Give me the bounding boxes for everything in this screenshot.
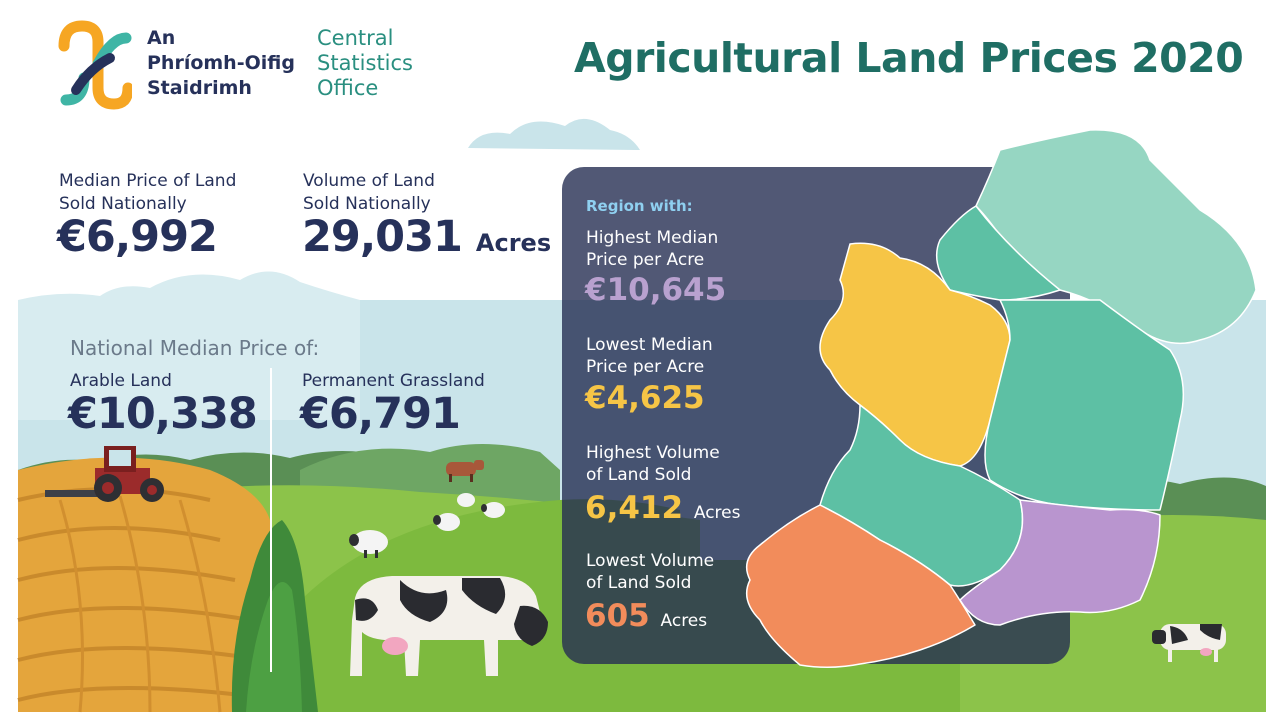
grassland-value: €6,791 [300, 389, 461, 439]
volume-label-line1: Volume of Land [303, 171, 435, 191]
tractor-illustration [45, 446, 164, 502]
median-price-label-line1: Median Price of Land [59, 171, 237, 191]
highest-volume-row: 6,412 Acres [585, 490, 740, 526]
logo-irish-line1: An [147, 27, 176, 49]
lowest-volume-value: 605 [585, 598, 650, 634]
median-price-value: €6,992 [57, 212, 218, 262]
lowest-price-label-line1: Lowest Median [586, 335, 713, 355]
logo-irish-line2: Phríomh-Oifig [147, 52, 295, 74]
volume-value-row: 29,031 Acres [302, 212, 551, 262]
highest-volume-label-line1: Highest Volume [586, 443, 720, 463]
small-cow-illustration [1152, 624, 1226, 662]
logo-english-line3: Office [317, 76, 379, 100]
highest-price-value: €10,645 [585, 272, 727, 308]
lowest-volume-label-line1: Lowest Volume [586, 551, 715, 571]
logo-irish-line3: Staidrimh [147, 77, 252, 99]
region-heading: Region with: [586, 197, 693, 215]
logo-english-line2: Statistics [317, 51, 413, 75]
volume-unit: Acres [475, 229, 552, 257]
arable-value: €10,338 [68, 389, 258, 439]
cow-illustration [350, 576, 548, 676]
page-title: Agricultural Land Prices 2020 [574, 34, 1244, 82]
cso-logo-icon [58, 20, 132, 110]
lowest-price-label-line2: Price per Acre [586, 357, 705, 377]
volume-value: 29,031 [302, 212, 463, 262]
arable-label: Arable Land [70, 371, 172, 391]
highest-volume-label-line2: of Land Sold [586, 465, 692, 485]
highest-volume-unit: Acres [693, 503, 741, 523]
lowest-volume-unit: Acres [660, 611, 708, 631]
brown-cow-illustration [446, 460, 484, 482]
map-region-northwest [935, 205, 1061, 301]
highest-volume-value: 6,412 [585, 490, 684, 526]
highest-price-label-line2: Price per Acre [586, 250, 705, 270]
map-region-southwest [745, 504, 976, 668]
median-price-label-line2: Sold Nationally [59, 194, 187, 214]
lowest-volume-label-line2: of Land Sold [586, 573, 692, 593]
volume-label-line2: Sold Nationally [303, 194, 431, 214]
lowest-volume-row: 605 Acres [585, 598, 707, 634]
grassland-label: Permanent Grassland [302, 371, 485, 391]
highest-price-label-line1: Highest Median [586, 228, 719, 248]
logo-english-line1: Central [317, 26, 394, 50]
map-region-midwest [819, 404, 1024, 587]
map-region-southeast [959, 499, 1161, 626]
sheep-illustration [349, 493, 505, 558]
land-type-heading: National Median Price of: [70, 336, 320, 360]
lowest-price-value: €4,625 [585, 380, 705, 416]
